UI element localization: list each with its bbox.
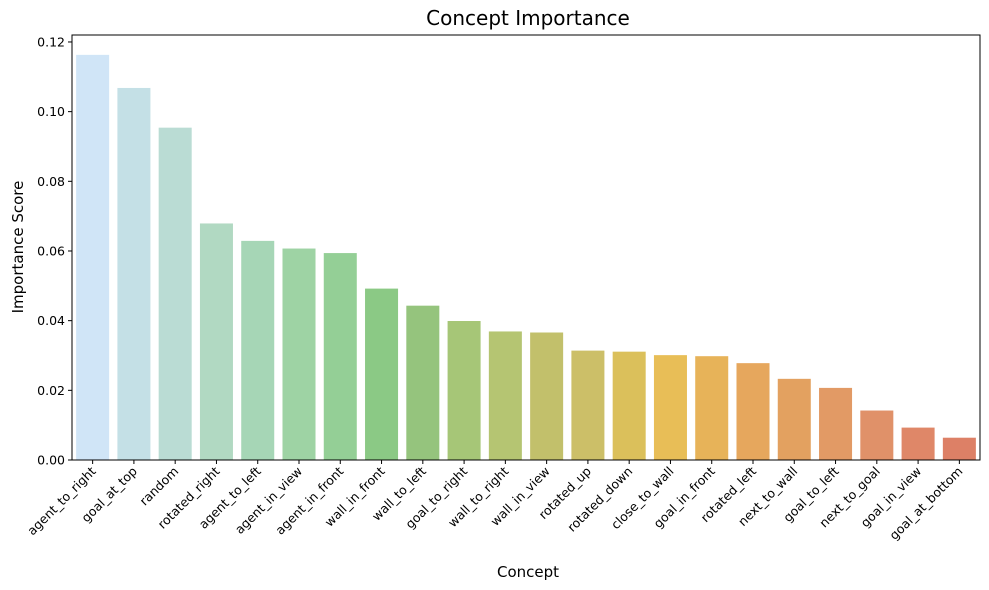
x-axis: agent_to_rightgoal_at_toprandomrotated_r… [24, 460, 965, 543]
y-tick-label: 0.12 [37, 34, 65, 49]
bar-goal-in-front [695, 356, 729, 460]
bar-rotated-right [199, 223, 233, 460]
y-tick-label: 0.02 [37, 383, 65, 398]
bar-rotated-down [612, 351, 646, 460]
bar-agent-to-right [76, 54, 110, 460]
chart-title: Concept Importance [426, 6, 630, 30]
bar-rotated-left [736, 363, 770, 460]
bar-goal-to-left [819, 387, 853, 460]
y-tick-label: 0.04 [37, 313, 65, 328]
x-axis-title: Concept [497, 563, 559, 581]
y-tick-label: 0.00 [37, 453, 65, 468]
bar-agent-in-view [282, 248, 316, 460]
bar-wall-in-view [530, 332, 564, 460]
bar-wall-to-left [406, 305, 440, 460]
bar-wall-to-right [488, 331, 522, 460]
bar-goal-at-bottom [942, 437, 976, 460]
x-tick-label: agent_to_right [24, 463, 99, 538]
y-tick-label: 0.08 [37, 174, 65, 189]
bar-goal-at-top [117, 87, 151, 461]
y-tick-label: 0.10 [37, 104, 65, 119]
bar-random [158, 127, 192, 460]
bar-wall-in-front [365, 288, 399, 460]
bar-goal-in-view [901, 427, 935, 460]
bar-agent-to-left [241, 240, 275, 460]
bar-next-to-wall [777, 378, 811, 460]
bar-goal-to-right [447, 321, 481, 460]
x-tick-label: goal_at_bottom [886, 464, 965, 543]
bar-rotated-up [571, 350, 605, 460]
y-axis-title: Importance Score [9, 181, 27, 314]
y-tick-label: 0.06 [37, 243, 65, 258]
bar-next-to-goal [860, 410, 894, 460]
plot-frame [71, 34, 981, 461]
y-axis: 0.00 0.02 0.04 0.06 0.08 0.10 0.12 [37, 34, 72, 468]
bar-agent-in-front [323, 253, 357, 460]
bars-group [76, 54, 976, 461]
bar-close-to-wall [653, 355, 687, 460]
